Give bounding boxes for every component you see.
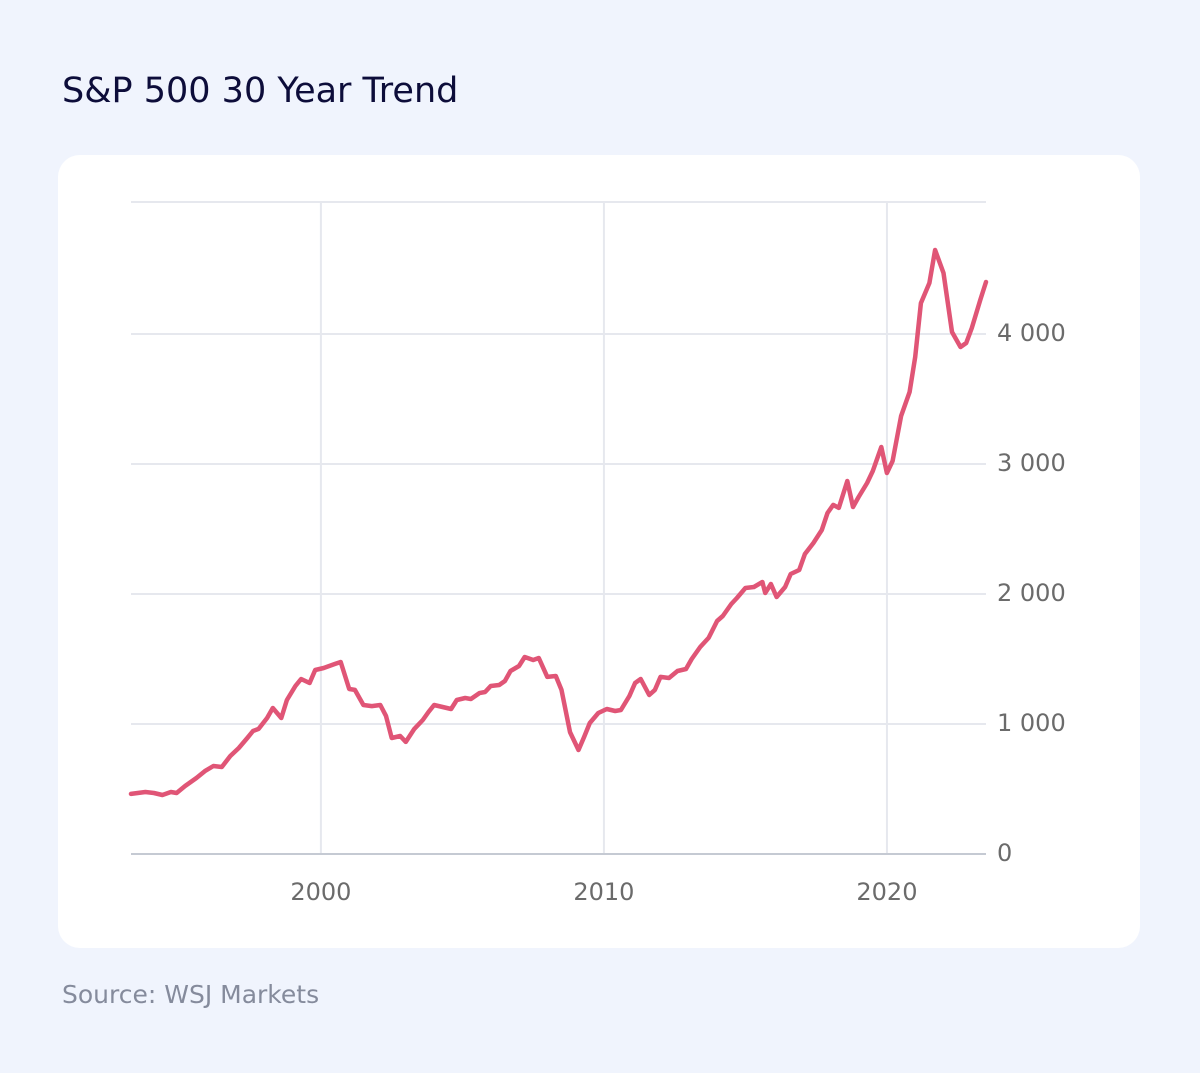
y-tick-label: 3 000 xyxy=(997,449,1066,477)
chart-card xyxy=(58,155,1140,948)
x-tick-label: 2010 xyxy=(573,878,634,906)
y-tick-label: 2 000 xyxy=(997,579,1066,607)
y-tick-label: 0 xyxy=(997,839,1012,867)
chart-title: S&P 500 30 Year Trend xyxy=(62,71,458,111)
y-tick-label: 1 000 xyxy=(997,709,1066,737)
x-tick-label: 2000 xyxy=(290,878,351,906)
x-tick-label: 2020 xyxy=(856,878,917,906)
data-line xyxy=(128,247,989,798)
source-note: Source: WSJ Markets xyxy=(62,980,319,1009)
y-tick-label: 4 000 xyxy=(997,319,1066,347)
